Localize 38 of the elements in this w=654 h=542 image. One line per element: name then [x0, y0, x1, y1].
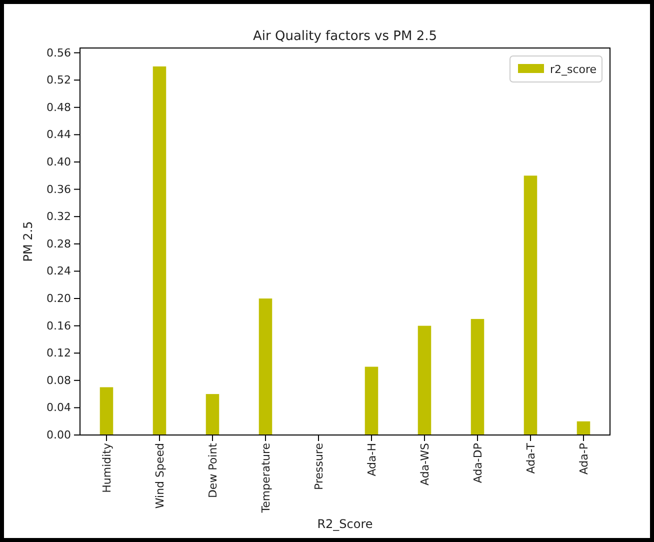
bar — [152, 66, 166, 435]
y-tick-label: 0.20 — [46, 292, 71, 306]
x-tick-label: Ada-DP — [471, 442, 484, 484]
y-tick-label: 0.28 — [46, 237, 71, 250]
x-tick-label: Ada-T — [524, 442, 538, 474]
bar — [206, 394, 220, 435]
bar — [470, 318, 484, 435]
x-tick-label: Ada-P — [577, 442, 590, 475]
y-axis-title: PM 2.5 — [21, 221, 35, 262]
x-axis-title: R2_Score — [317, 517, 373, 531]
bar — [576, 421, 590, 435]
x-tick-label: Ada-WS — [418, 442, 432, 486]
y-tick-label: 0.40 — [46, 156, 71, 169]
y-tick-label: 0.48 — [46, 100, 71, 114]
y-tick-label: 0.24 — [46, 264, 71, 278]
bar — [418, 326, 432, 435]
x-tick-label: Ada-H — [365, 443, 378, 476]
y-tick-label: 0.12 — [46, 346, 71, 360]
legend-label: r2_score — [550, 63, 597, 76]
y-tick-label: 0.32 — [46, 210, 71, 224]
bar — [364, 366, 378, 435]
y-tick-label: 0.08 — [46, 374, 71, 387]
bar — [100, 387, 114, 435]
y-tick-label: 0.00 — [46, 428, 71, 442]
y-tick-label: 0.04 — [46, 401, 71, 414]
x-tick-label: Wind Speed — [153, 443, 166, 509]
y-tick-label: 0.44 — [46, 128, 71, 142]
y-tick-label: 0.52 — [46, 74, 71, 87]
x-tick-label: Temperature — [259, 442, 272, 514]
x-tick-label: Dew Point — [206, 442, 220, 498]
y-tick-label: 0.56 — [46, 46, 71, 60]
y-tick-label: 0.36 — [46, 182, 71, 196]
x-tick-label: Humidity — [100, 442, 114, 493]
bar — [258, 298, 272, 435]
x-tick-label: Pressure — [312, 442, 326, 490]
chart-title: Air Quality factors vs PM 2.5 — [252, 29, 438, 44]
y-tick-label: 0.16 — [46, 319, 71, 332]
bar — [524, 176, 538, 435]
